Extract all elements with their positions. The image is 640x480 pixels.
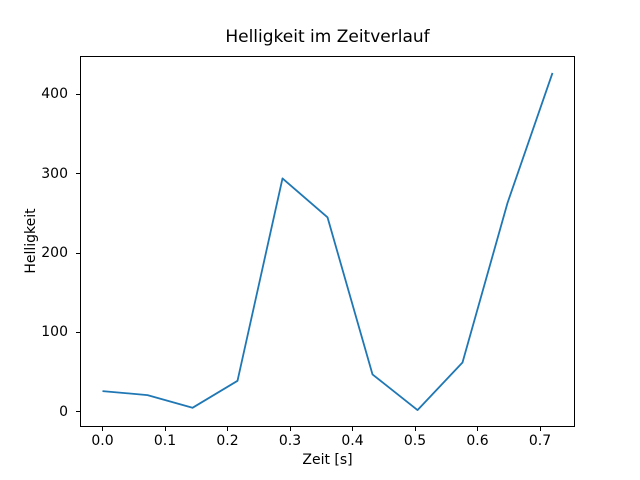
x-axis-label: Zeit [s] — [302, 452, 353, 468]
x-tick-mark — [227, 427, 228, 431]
x-tick-label: 0.4 — [341, 433, 364, 449]
x-tick-mark — [414, 427, 416, 431]
plot-area — [80, 56, 575, 427]
line-series — [102, 72, 554, 412]
y-tick-mark — [76, 173, 80, 175]
y-tick-mark — [76, 331, 80, 333]
y-tick-mark — [76, 411, 80, 413]
x-tick-mark — [352, 427, 353, 431]
x-tick-mark — [539, 427, 541, 431]
x-tick-mark — [102, 427, 103, 431]
x-tick-label: 0.2 — [216, 433, 239, 449]
x-tick-label: 0.0 — [91, 433, 114, 449]
y-tick-label: 200 — [41, 245, 68, 261]
x-tick-label: 0.1 — [153, 433, 177, 449]
x-tick-mark — [477, 427, 478, 431]
y-tick-label: 400 — [41, 86, 68, 103]
x-tick-mark — [289, 427, 291, 431]
y-tick-mark — [76, 252, 80, 254]
y-tick-label: 300 — [41, 165, 68, 182]
y-tick-label: 100 — [41, 324, 68, 341]
y-tick-label: 0 — [59, 403, 68, 420]
line-series-canvas — [102, 72, 554, 412]
x-tick-label: 0.5 — [403, 433, 427, 449]
x-tick-label: 0.7 — [528, 433, 552, 449]
x-tick-label: 0.6 — [466, 433, 489, 449]
x-tick-mark — [164, 427, 166, 431]
y-axis-label: Helligkeit — [23, 208, 39, 274]
x-tick-label: 0.3 — [278, 433, 302, 449]
chart-title: Helligkeit im Zeitverlauf — [225, 27, 430, 47]
y-tick-mark — [76, 93, 80, 95]
